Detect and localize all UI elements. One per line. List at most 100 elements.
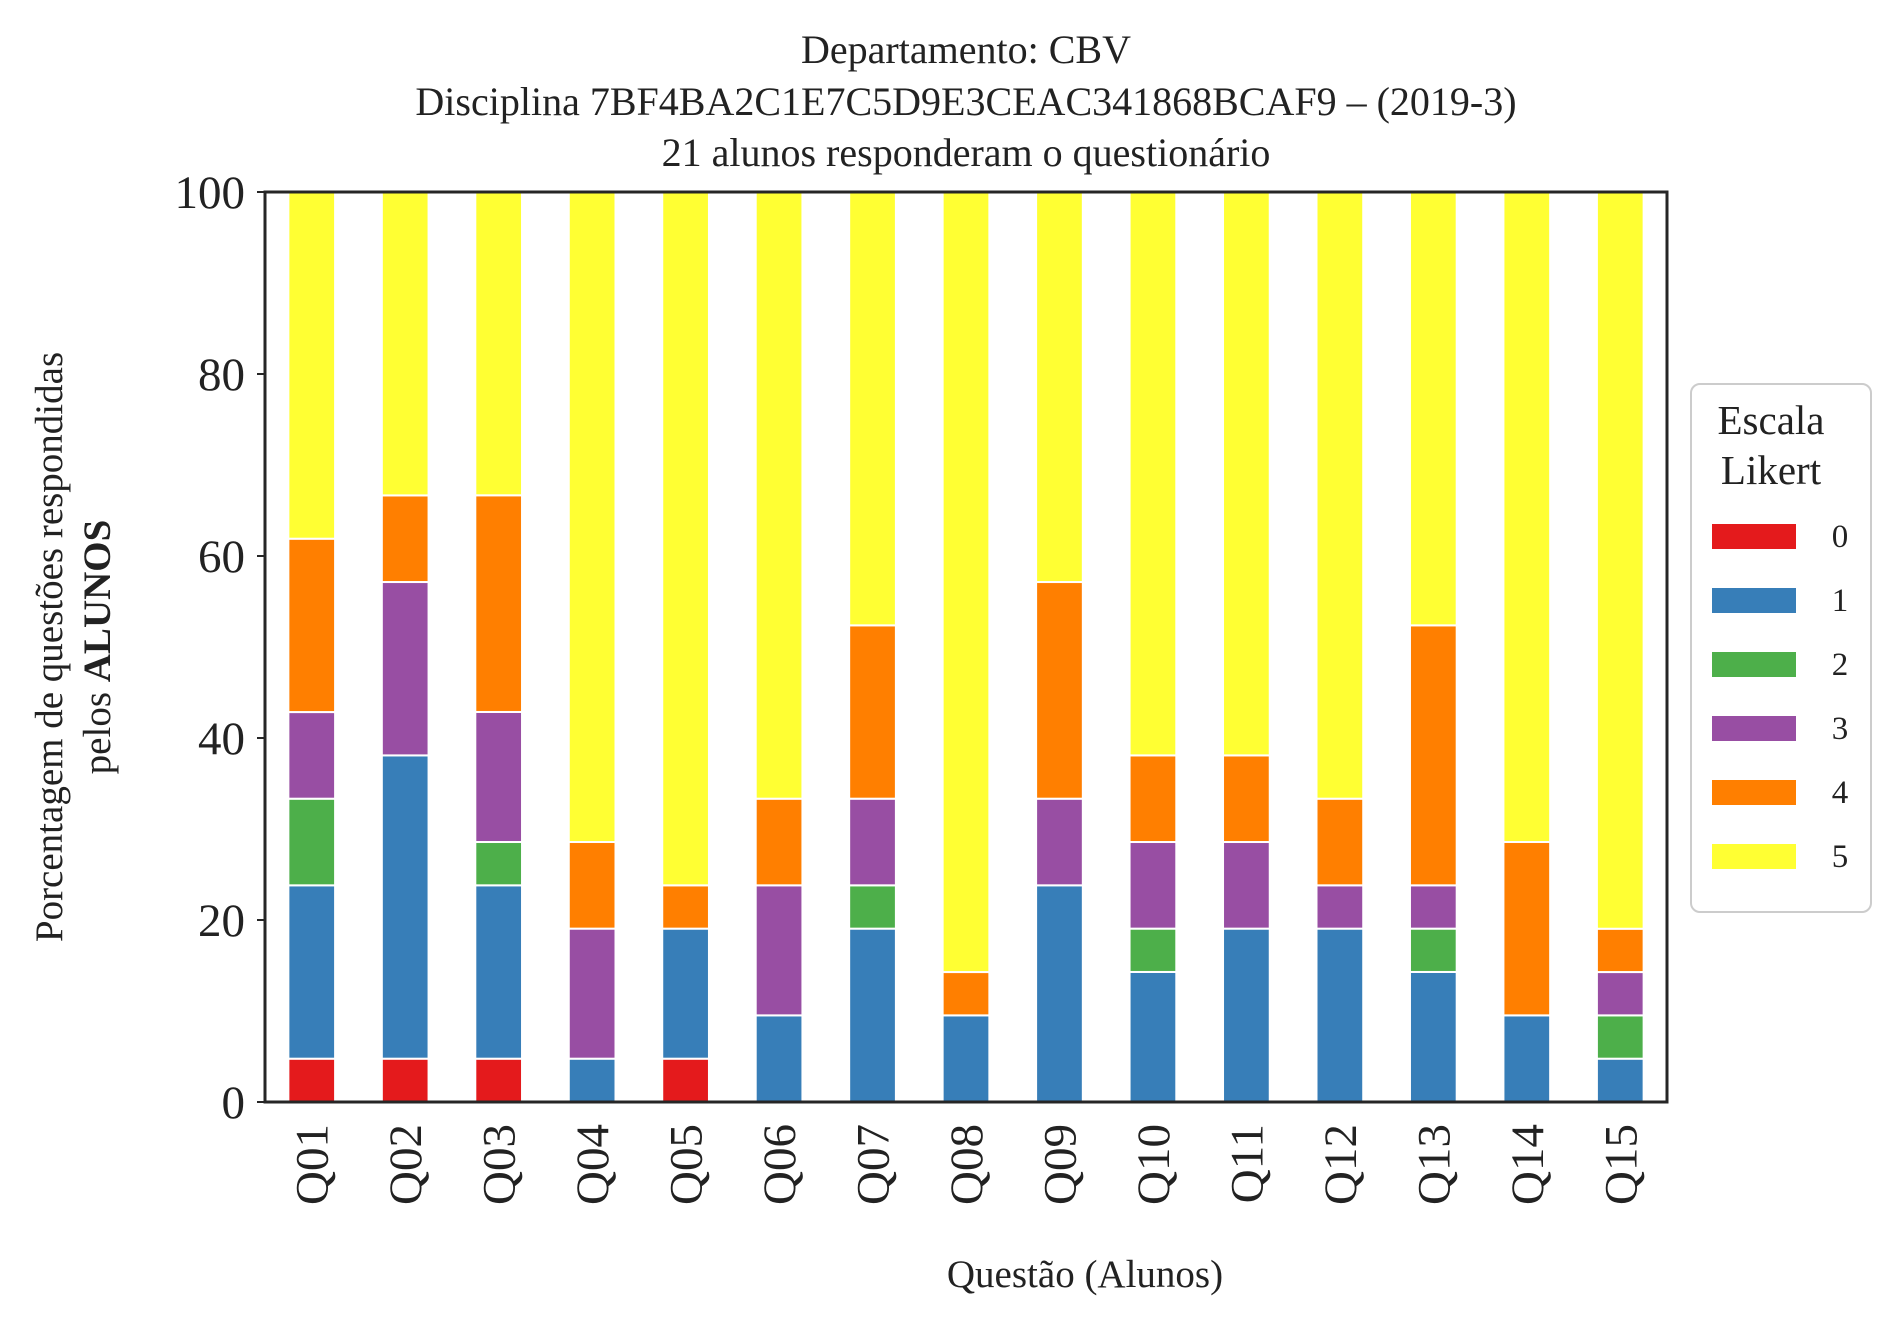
bar-segment-q01-likert-1 (287, 884, 337, 1060)
bar-segment-q04-likert-4 (567, 841, 617, 930)
bar-segment-q04-likert-1 (567, 1057, 617, 1104)
bar-segment-q12-likert-4 (1315, 797, 1365, 887)
bars-group (287, 191, 1645, 1104)
y-axis-label-line2: pelos ALUNOS (76, 520, 119, 775)
x-tick-label-q14: Q14 (1502, 1124, 1554, 1205)
x-tick-label-q04: Q04 (567, 1124, 619, 1205)
bar-segment-q08-likert-1 (941, 1014, 991, 1103)
bar-segment-q08-likert-4 (941, 971, 991, 1017)
plot-frame (263, 190, 1669, 1104)
legend-label-2: 2 (1832, 647, 1849, 683)
legend-label-0: 0 (1832, 519, 1849, 555)
legend-swatch-4 (1712, 780, 1796, 805)
legend-swatch-3 (1712, 716, 1796, 741)
legend-items: 0 1 2 3 4 5 (1712, 519, 1848, 875)
bar-segment-q07-likert-2 (848, 884, 897, 930)
bar-segment-q09-likert-3 (1035, 797, 1084, 887)
y-axis-label-prefix: pelos (76, 682, 119, 774)
legend-label-4: 4 (1832, 775, 1849, 811)
chart-title: Departamento: CBV (801, 27, 1131, 72)
bar-segment-q02-likert-3 (380, 581, 430, 757)
bar-segment-q01-likert-0 (287, 1057, 337, 1104)
legend-title-line1: Escala (1718, 397, 1825, 443)
bar-segment-q13-likert-2 (1408, 927, 1458, 973)
bar-segment-q10-likert-4 (1128, 754, 1178, 844)
x-tick-label-q10: Q10 (1128, 1124, 1180, 1205)
bar-segment-q15-likert-2 (1595, 1014, 1645, 1060)
bar-segment-q12-likert-3 (1315, 884, 1365, 930)
bar-segment-q13-likert-5 (1408, 191, 1458, 627)
bar-segment-q05-likert-4 (661, 884, 710, 930)
x-tick-label-q02: Q02 (380, 1124, 432, 1205)
bar-segment-q15-likert-1 (1595, 1057, 1645, 1104)
bar-segment-q13-likert-3 (1408, 884, 1458, 930)
bar-segment-q11-likert-4 (1222, 754, 1271, 844)
bar-segment-q02-likert-4 (380, 494, 430, 584)
bar-segment-q15-likert-4 (1595, 927, 1645, 974)
bar-segment-q09-likert-4 (1035, 581, 1084, 800)
legend-label-1: 1 (1832, 583, 1849, 619)
bar-segment-q01-likert-4 (287, 537, 337, 714)
y-tick-label-0: 0 (222, 1077, 246, 1129)
bar-segment-q03-likert-2 (474, 841, 524, 887)
bar-segment-q15-likert-3 (1595, 971, 1645, 1017)
y-axis-label: Porcentagem de questões respondidas pelo… (28, 352, 119, 942)
bar-segment-q04-likert-3 (567, 927, 617, 1060)
bar-segment-q05-likert-1 (661, 927, 710, 1060)
bar-segment-q05-likert-5 (661, 191, 710, 887)
bar-segment-q13-likert-1 (1408, 970, 1458, 1104)
bar-segment-q07-likert-1 (848, 927, 897, 1104)
bar-segment-q07-likert-5 (848, 191, 897, 627)
x-tick-label-q03: Q03 (474, 1124, 526, 1205)
bar-segment-q02-likert-1 (380, 754, 430, 1060)
bar-segment-q06-likert-5 (754, 191, 804, 800)
bar-segment-q09-likert-5 (1035, 191, 1084, 584)
x-tick-label-q07: Q07 (848, 1124, 900, 1205)
bar-segment-q03-likert-5 (474, 191, 524, 497)
bar-segment-q12-likert-1 (1315, 927, 1365, 1104)
y-tick-label-80: 80 (198, 349, 245, 401)
y-tick-label-100: 100 (175, 167, 246, 219)
bar-segment-q05-likert-0 (661, 1057, 710, 1104)
bar-segment-q10-likert-5 (1128, 191, 1178, 757)
bar-segment-q02-likert-0 (380, 1057, 430, 1104)
x-tick-label-q06: Q06 (754, 1124, 806, 1205)
y-ticks: 0 20 40 60 80 100 (175, 167, 265, 1129)
bar-segment-q07-likert-4 (848, 624, 897, 800)
bar-segment-q10-likert-2 (1128, 927, 1178, 973)
bar-segment-q03-likert-1 (474, 884, 524, 1060)
bar-segment-q03-likert-0 (474, 1057, 524, 1104)
x-tick-label-q15: Q15 (1595, 1124, 1647, 1205)
x-tick-label-q11: Q11 (1221, 1124, 1273, 1203)
legend-title-line2: Likert (1721, 447, 1822, 493)
legend-swatch-0 (1712, 524, 1796, 549)
bar-segment-q14-likert-4 (1502, 841, 1552, 1017)
bar-segment-q10-likert-3 (1128, 841, 1178, 930)
x-tick-label-q05: Q05 (661, 1124, 713, 1205)
bar-segment-q12-likert-5 (1315, 191, 1365, 800)
bar-segment-q06-likert-3 (754, 884, 804, 1017)
bar-segment-q06-likert-1 (754, 1014, 804, 1103)
chart-subtitle-2: 21 alunos responderam o questionário (662, 130, 1271, 175)
bar-segment-q06-likert-4 (754, 797, 804, 887)
bar-segment-q02-likert-5 (380, 191, 430, 497)
x-tick-label-q08: Q08 (941, 1124, 993, 1205)
x-axis-label: Questão (Alunos) (947, 1253, 1223, 1296)
bar-segment-q11-likert-1 (1222, 927, 1271, 1104)
x-tick-label-q09: Q09 (1035, 1124, 1087, 1205)
y-tick-label-20: 20 (198, 895, 245, 947)
bar-segment-q03-likert-3 (474, 710, 524, 844)
y-tick-label-60: 60 (198, 531, 245, 583)
y-axis-label-line1: Porcentagem de questões respondidas (28, 352, 71, 942)
bar-segment-q11-likert-5 (1222, 191, 1271, 757)
legend-label-5: 5 (1832, 839, 1849, 875)
bar-segment-q14-likert-1 (1502, 1014, 1552, 1103)
legend-swatch-1 (1712, 588, 1796, 613)
legend: Escala Likert 0 1 2 3 4 5 (1690, 383, 1872, 913)
bar-segment-q07-likert-3 (848, 797, 897, 887)
x-tick-label-q13: Q13 (1408, 1124, 1460, 1205)
bar-segment-q01-likert-2 (287, 797, 337, 887)
bar-segment-q15-likert-5 (1595, 191, 1645, 930)
bar-segment-q13-likert-4 (1408, 624, 1458, 887)
